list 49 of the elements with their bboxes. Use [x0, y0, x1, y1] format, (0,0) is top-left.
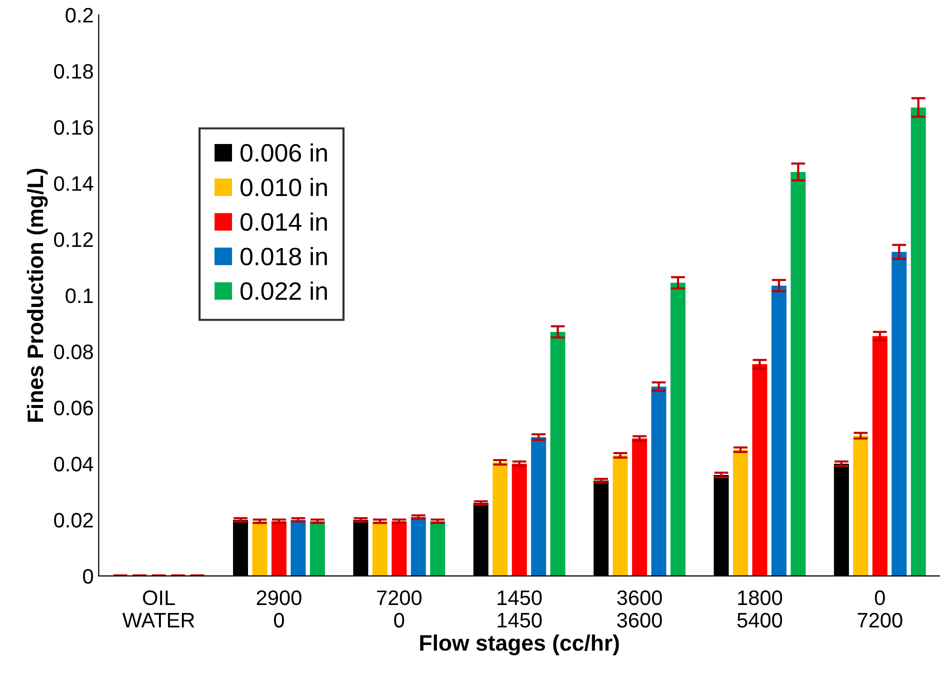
x-tick-label: 7200 0 [377, 590, 422, 628]
bar [910, 107, 926, 576]
x-tick-label: 1450 1450 [498, 590, 542, 628]
bar [632, 438, 648, 576]
bar [612, 455, 628, 576]
x-tick-label: 2900 0 [256, 590, 302, 628]
bar [512, 464, 527, 576]
bar [892, 252, 907, 576]
y-tick-label: 0.14 [54, 176, 94, 191]
bar [392, 521, 407, 576]
y-tick-label: 0.06 [54, 400, 93, 416]
y-tick-label: 0.1 [66, 288, 93, 304]
bar [790, 172, 806, 576]
x-tick-label: 0 7200 [858, 590, 902, 628]
y-axis-title: Fines Production (mg/L) [26, 168, 48, 422]
bar [771, 286, 786, 576]
x-tick-label: 1800 5400 [737, 590, 782, 628]
y-tick-label: 0.02 [54, 512, 93, 528]
bar [252, 521, 268, 576]
bar [531, 437, 546, 576]
y-tick-label: 0.2 [66, 8, 93, 23]
bar [550, 332, 566, 576]
bar [872, 336, 888, 576]
bar [410, 517, 426, 576]
bar [430, 521, 446, 576]
legend-label: 0.018 in [240, 247, 327, 266]
bar [651, 386, 666, 576]
x-tick-label: OIL WATER [122, 590, 194, 628]
y-tick-label: 0.08 [54, 344, 93, 360]
legend-label: 0.006 in [240, 143, 327, 162]
y-tick-label: 0.12 [54, 232, 93, 248]
x-tick-label: 3600 3600 [617, 590, 662, 628]
bar [752, 364, 768, 576]
bar [310, 521, 325, 576]
bar [670, 282, 686, 576]
bar [492, 462, 508, 576]
bar [853, 436, 868, 576]
bar [372, 521, 388, 576]
y-tick-label: 0.04 [54, 456, 94, 472]
bar [290, 520, 306, 576]
bar [732, 450, 748, 576]
bar [271, 521, 286, 576]
legend-label: 0.022 in [240, 282, 327, 300]
x-axis-title: Flow stages (cc/hr) [420, 634, 619, 656]
legend-label: 0.014 in [240, 212, 327, 231]
legend-label: 0.010 in [240, 178, 327, 196]
y-tick-label: 0 [83, 568, 94, 584]
y-tick-label: 0.16 [54, 120, 93, 135]
y-tick-label: 0.18 [54, 64, 93, 79]
